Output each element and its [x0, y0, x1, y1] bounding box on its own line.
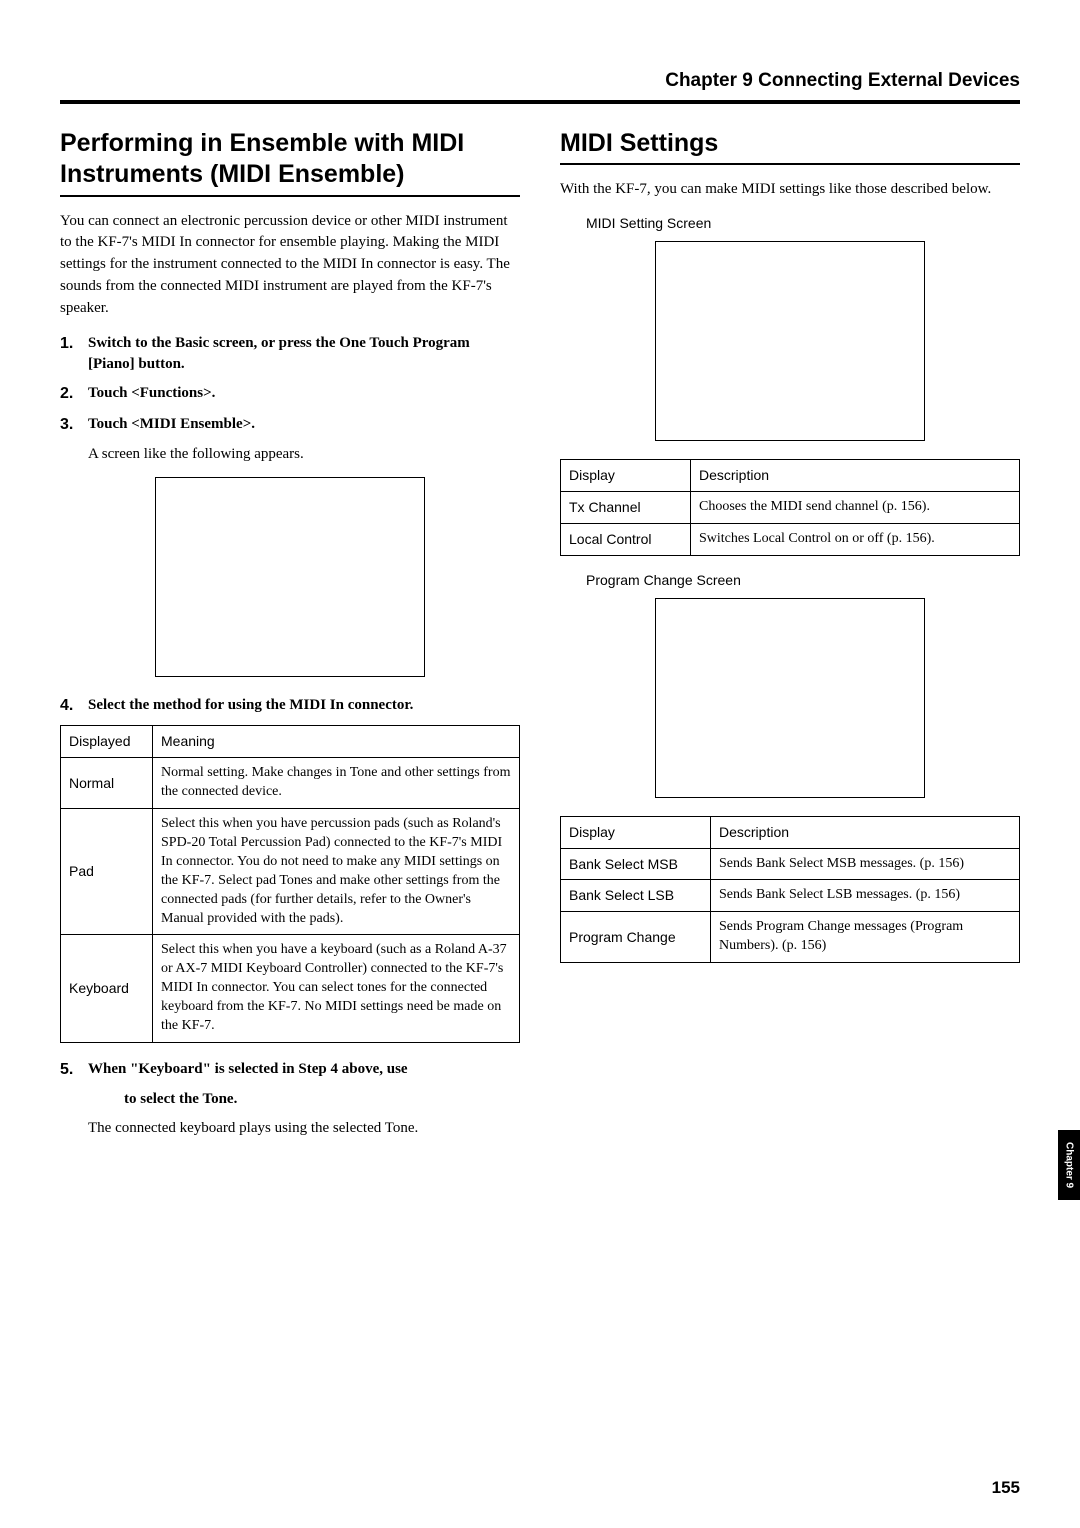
section-title-midi-settings: MIDI Settings: [560, 128, 1020, 165]
page-number: 155: [992, 1478, 1020, 1498]
intro-paragraph: You can connect an electronic percussion…: [60, 211, 520, 320]
side-tab-chapter: Chapter 9: [1058, 1130, 1080, 1200]
table-row: Normal Normal setting. Make changes in T…: [61, 758, 520, 809]
table-row: Keyboard Select this when you have a key…: [61, 935, 520, 1042]
step-1: 1. Switch to the Basic screen, or press …: [60, 333, 520, 375]
table-header: Description: [711, 816, 1020, 848]
step-number: 2.: [60, 383, 80, 405]
step-number: 4.: [60, 695, 80, 717]
table-row: Pad Select this when you have percussion…: [61, 809, 520, 935]
step-text: to select the Tone.: [124, 1089, 520, 1110]
screenshot-placeholder: [655, 598, 925, 798]
table-header: Displayed: [61, 726, 153, 758]
table-cell: Local Control: [561, 523, 691, 555]
table-cell: Program Change: [561, 912, 711, 963]
table-cell: Sends Program Change messages (Program N…: [711, 912, 1020, 963]
table-row: Program Change Sends Program Change mess…: [561, 912, 1020, 963]
screen-label-program-change: Program Change Screen: [586, 572, 1020, 588]
table-cell: Sends Bank Select MSB messages. (p. 156): [711, 848, 1020, 880]
chapter-header: Chapter 9 Connecting External Devices: [60, 70, 1020, 92]
step-number: 5.: [60, 1059, 80, 1081]
table-cell: Bank Select MSB: [561, 848, 711, 880]
header-rule: [60, 100, 1020, 104]
step-5b: to select the Tone.: [124, 1089, 520, 1110]
table-header: Description: [691, 460, 1020, 492]
step-text: When "Keyboard" is selected in Step 4 ab…: [88, 1059, 520, 1081]
table-header: Display: [561, 460, 691, 492]
step-text: Touch <MIDI Ensemble>.: [88, 414, 520, 436]
table-cell: Pad: [61, 809, 153, 935]
table-row: Local Control Switches Local Control on …: [561, 523, 1020, 555]
table-cell: Chooses the MIDI send channel (p. 156).: [691, 491, 1020, 523]
step-text: Touch <Functions>.: [88, 383, 520, 405]
midi-setting-table: Display Description Tx Channel Chooses t…: [560, 459, 1020, 556]
step-number: 3.: [60, 414, 80, 436]
screen-label-midi-setting: MIDI Setting Screen: [586, 215, 1020, 231]
step-5-subtext: The connected keyboard plays using the s…: [88, 1118, 520, 1139]
table-cell: Keyboard: [61, 935, 153, 1042]
step-3: 3. Touch <MIDI Ensemble>.: [60, 414, 520, 436]
step-number: 1.: [60, 333, 80, 375]
screenshot-placeholder: [655, 241, 925, 441]
table-row: Bank Select MSB Sends Bank Select MSB me…: [561, 848, 1020, 880]
table-cell: Select this when you have a keyboard (su…: [153, 935, 520, 1042]
table-row: Tx Channel Chooses the MIDI send channel…: [561, 491, 1020, 523]
program-change-table: Display Description Bank Select MSB Send…: [560, 816, 1020, 963]
table-cell: Tx Channel: [561, 491, 691, 523]
intro-paragraph: With the KF-7, you can make MIDI setting…: [560, 179, 1020, 201]
step-4: 4. Select the method for using the MIDI …: [60, 695, 520, 717]
step-5: 5. When "Keyboard" is selected in Step 4…: [60, 1059, 520, 1081]
table-header: Display: [561, 816, 711, 848]
table-header: Meaning: [153, 726, 520, 758]
midi-in-method-table: Displayed Meaning Normal Normal setting.…: [60, 725, 520, 1042]
table-cell: Select this when you have percussion pad…: [153, 809, 520, 935]
step-2: 2. Touch <Functions>.: [60, 383, 520, 405]
table-cell: Normal setting. Make changes in Tone and…: [153, 758, 520, 809]
table-cell: Sends Bank Select LSB messages. (p. 156): [711, 880, 1020, 912]
table-cell: Normal: [61, 758, 153, 809]
step-3-subtext: A screen like the following appears.: [88, 444, 520, 465]
step-text: Switch to the Basic screen, or press the…: [88, 333, 520, 375]
section-title-ensemble: Performing in Ensemble with MIDI Instrum…: [60, 128, 520, 197]
right-column: MIDI Settings With the KF-7, you can mak…: [560, 128, 1020, 1151]
two-column-layout: Performing in Ensemble with MIDI Instrum…: [60, 128, 1020, 1151]
table-row: Bank Select LSB Sends Bank Select LSB me…: [561, 880, 1020, 912]
table-cell: Bank Select LSB: [561, 880, 711, 912]
step-text: Select the method for using the MIDI In …: [88, 695, 520, 717]
left-column: Performing in Ensemble with MIDI Instrum…: [60, 128, 520, 1151]
table-cell: Switches Local Control on or off (p. 156…: [691, 523, 1020, 555]
screenshot-placeholder: [155, 477, 425, 677]
